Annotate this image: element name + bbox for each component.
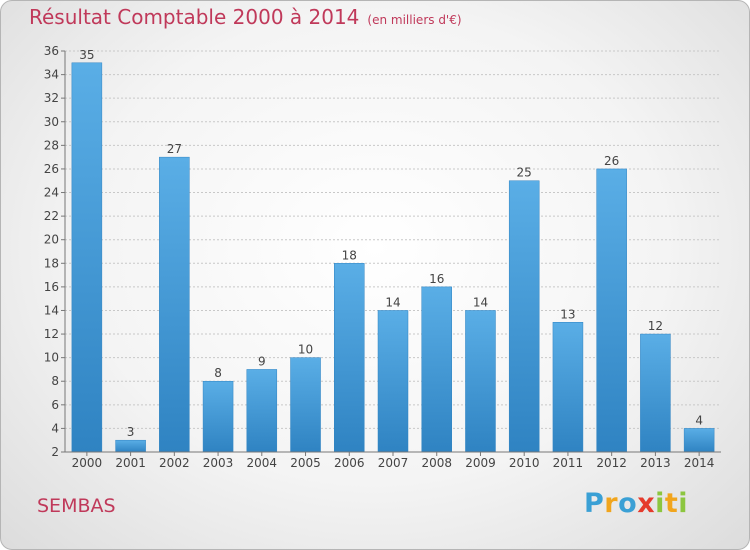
data-label-2013: 12 [648,319,663,333]
data-label-2014: 4 [695,413,703,427]
y-tick-label: 8 [51,374,59,388]
x-tick-label-2011: 2011 [553,456,584,470]
data-label-2000: 35 [79,48,94,62]
y-tick-label: 14 [44,303,59,317]
bar-2011[interactable] [552,322,584,453]
bar-2012[interactable] [596,168,627,453]
x-tick-label-2010: 2010 [509,456,540,470]
y-tick-label: 28 [44,138,59,152]
location-name: SEMBAS [37,495,116,517]
y-tick-label: 6 [51,398,59,412]
y-tick-label: 2 [51,445,59,459]
y-tick-label: 4 [51,421,59,435]
y-tick-label: 16 [44,280,59,294]
x-tick-label-2003: 2003 [203,456,234,470]
y-tick-label: 20 [44,233,59,247]
y-tick-label: 24 [44,186,59,200]
y-tick-label: 26 [44,162,59,176]
data-label-2011: 13 [560,307,575,321]
y-tick-label: 32 [44,91,59,105]
data-label-2004: 9 [258,354,266,368]
x-tick-label-2004: 2004 [247,456,278,470]
bar-2009[interactable] [465,310,496,453]
data-label-2001: 3 [127,425,135,439]
x-tick-label-2013: 2013 [640,456,671,470]
data-label-2007: 14 [385,295,400,309]
logo-letter: t [664,488,679,519]
logo-letter: i [655,488,665,519]
data-label-2003: 8 [214,366,222,380]
y-tick-label: 30 [44,115,59,129]
bar-2004[interactable] [246,369,278,453]
data-label-2002: 27 [167,142,182,156]
bar-2005[interactable] [290,357,321,453]
x-tick-label-2012: 2012 [596,456,627,470]
chart-title: Résultat Comptable 2000 à 2014 (en millie… [29,5,462,29]
bar-2000[interactable] [71,62,103,453]
y-tick-label: 34 [44,68,59,82]
x-tick-label-2009: 2009 [465,456,496,470]
x-tick-label-2006: 2006 [334,456,365,470]
x-tick-label-2000: 2000 [72,456,103,470]
bar-2006[interactable] [334,263,365,453]
x-tick-label-2008: 2008 [421,456,452,470]
data-label-2009: 14 [473,295,488,309]
data-label-2012: 26 [604,154,619,168]
bar-2003[interactable] [202,380,234,453]
y-tick-label: 36 [44,44,59,58]
chart-unit: (en milliers d'€) [367,13,462,27]
bar-2007[interactable] [377,310,409,453]
logo-letter: P [584,488,605,519]
data-label-2005: 10 [298,343,313,357]
bar-2010[interactable] [508,180,540,453]
proxiti-logo[interactable]: Proxiti [584,488,688,519]
y-tick-label: 18 [44,256,59,270]
logo-letter: o [618,488,638,519]
bar-2002[interactable] [159,156,190,453]
logo-letter: x [637,488,656,519]
logo-letter: r [604,488,619,519]
y-tick-label: 22 [44,209,59,223]
y-tick-label: 12 [44,327,59,341]
bar-2013[interactable] [640,333,671,453]
x-tick-label-2002: 2002 [159,456,190,470]
bar-2008[interactable] [421,286,452,453]
x-tick-label-2014: 2014 [684,456,715,470]
chart-title-text: Résultat Comptable 2000 à 2014 [29,5,360,29]
x-tick-label-2001: 2001 [115,456,146,470]
bar-2014[interactable] [683,428,715,453]
x-tick-label-2005: 2005 [290,456,321,470]
x-tick-label-2007: 2007 [378,456,409,470]
logo-letter: i [678,488,689,519]
bar-2001[interactable] [115,439,146,453]
data-label-2010: 25 [517,166,532,180]
y-tick-label: 10 [44,351,59,365]
data-label-2008: 16 [429,272,444,286]
data-label-2006: 18 [342,248,357,262]
